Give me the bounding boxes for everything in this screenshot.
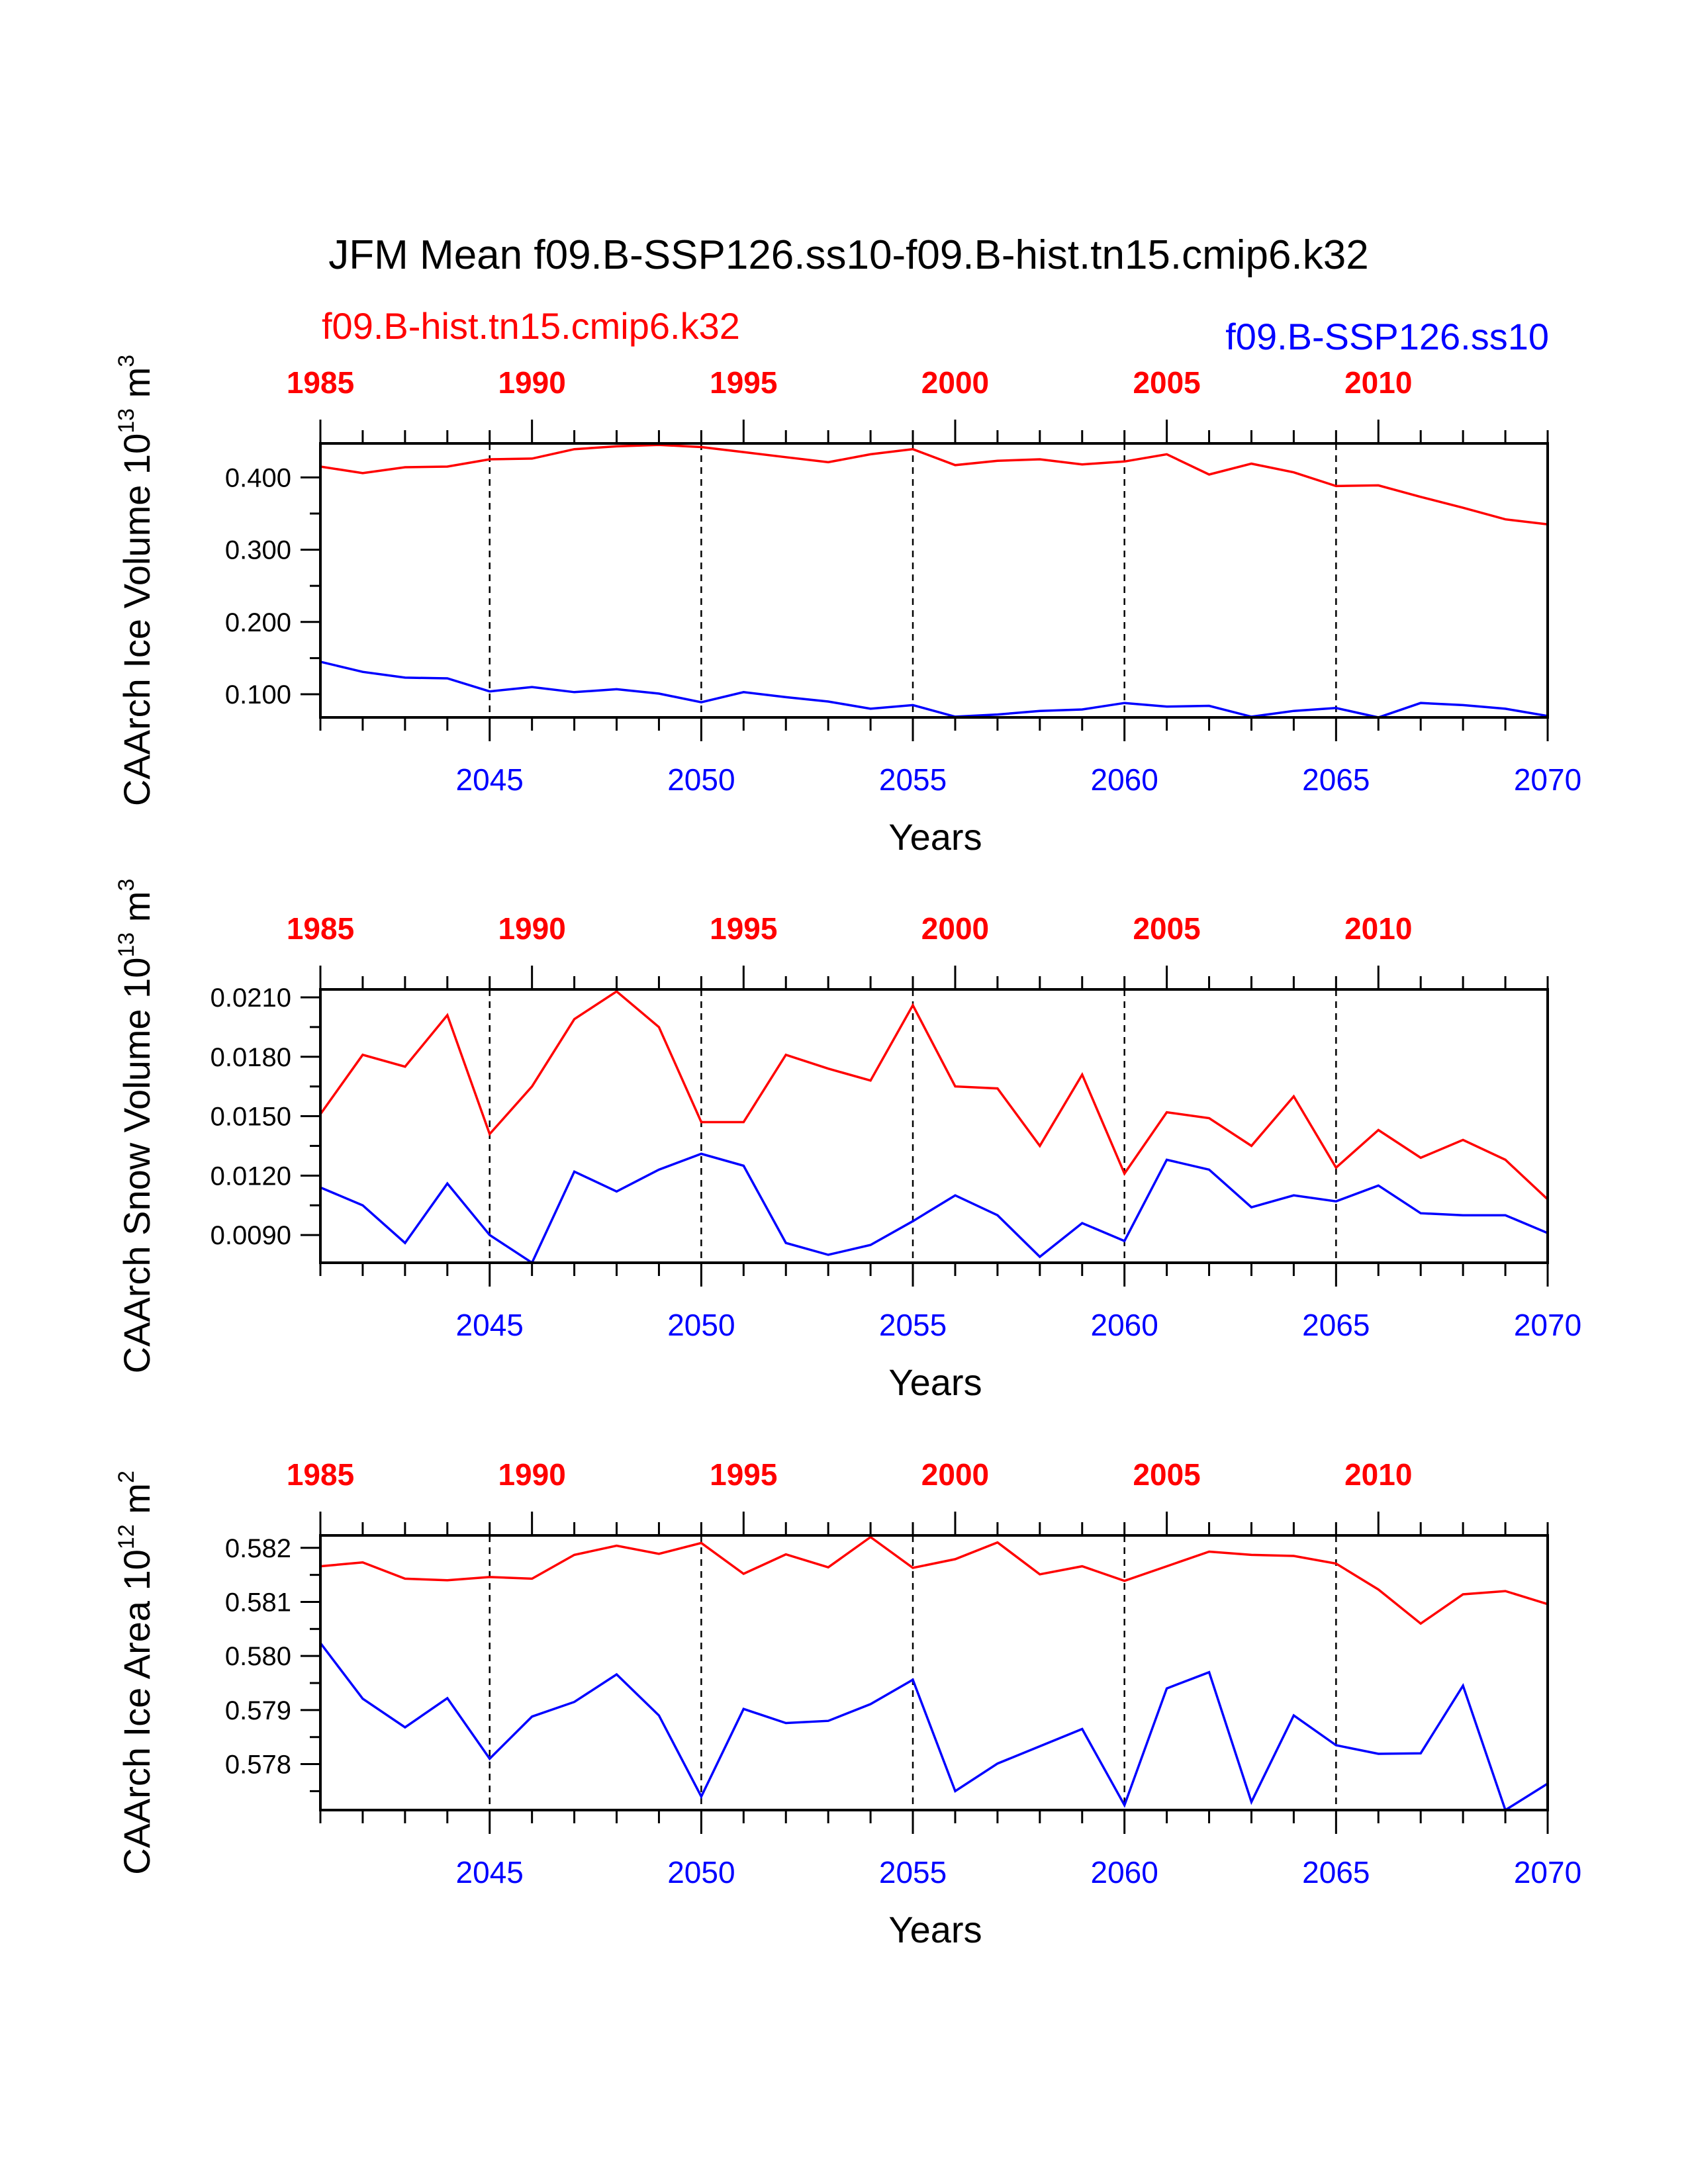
y-axis-title-base: CAArch Snow Volume 10 — [116, 958, 158, 1374]
y-tick-label: 0.582 — [225, 1534, 291, 1563]
x-bottom-tick-label: 2060 — [1091, 1855, 1158, 1889]
x-bottom-tick-label: 2045 — [456, 1308, 524, 1342]
x-top-tick-label: 2005 — [1133, 911, 1200, 946]
x-top-tick-label: 1995 — [710, 911, 777, 946]
y-axis-title-exponent: 12 — [114, 1524, 139, 1549]
x-top-tick-label: 1990 — [498, 365, 565, 400]
y-axis-title-base: CAArch Ice Area 10 — [116, 1549, 158, 1875]
plot-frame — [319, 988, 1549, 1264]
x-top-tick-label: 2010 — [1344, 911, 1412, 946]
x-top-tick-label: 1985 — [287, 1457, 354, 1492]
x-top-tick-label: 1990 — [498, 911, 565, 946]
series-line-hist — [319, 989, 1549, 1201]
x-bottom-tick-label: 2050 — [667, 762, 735, 797]
y-tick-label: 0.0090 — [211, 1221, 291, 1250]
y-axis-title: CAArch Snow Volume 1013 m3 — [114, 879, 158, 1374]
y-axis-title: CAArch Ice Volume 1013 m3 — [114, 355, 158, 806]
series-line-ssp126 — [320, 660, 1548, 719]
y-axis-title-unit: m — [116, 367, 158, 408]
x-top-tick-label: 2010 — [1344, 1457, 1412, 1492]
x-bottom-tick-label: 2065 — [1302, 1855, 1370, 1889]
y-tick-label: 0.581 — [225, 1588, 291, 1617]
x-axis-title: Years — [888, 816, 982, 858]
x-top-tick-label: 2000 — [921, 911, 989, 946]
x-bottom-tick-label: 2065 — [1302, 1308, 1370, 1342]
series-line-hist — [320, 443, 1548, 526]
x-axis-title: Years — [888, 1909, 982, 1950]
x-top-tick-label: 2010 — [1344, 365, 1412, 400]
x-bottom-tick-label: 2055 — [879, 1308, 947, 1342]
series-line-ssp126 — [320, 1152, 1548, 1265]
legend-red-series: f09.B-hist.tn15.cmip6.k32 — [322, 305, 740, 347]
x-bottom-tick-label: 2065 — [1302, 762, 1370, 797]
y-axis-title-unit-exponent: 3 — [114, 355, 139, 367]
x-bottom-tick-label: 2060 — [1091, 1308, 1158, 1342]
y-axis-title-exponent: 13 — [114, 408, 139, 433]
x-top-tick-label: 1990 — [498, 1457, 565, 1492]
series-line-hist — [320, 1535, 1548, 1625]
x-bottom-tick-label: 2055 — [879, 1855, 947, 1889]
panel-ice-area: 2045 2050 2055 2060 2065 2070 1985 1990 1995 2000… — [114, 1457, 1581, 1950]
x-top-tick-label: 2000 — [921, 365, 989, 400]
y-axis-title-exponent: 13 — [114, 933, 139, 958]
x-bottom-tick-label: 2045 — [456, 762, 524, 797]
y-tick-label: 0.580 — [225, 1642, 291, 1671]
y-tick-label: 0.0150 — [211, 1103, 291, 1132]
y-tick-label: 0.200 — [225, 608, 291, 637]
y-axis-title-base: CAArch Ice Volume 10 — [116, 433, 158, 806]
y-tick-label: 0.100 — [225, 680, 291, 709]
x-bottom-tick-label: 2055 — [879, 762, 947, 797]
x-bottom-tick-label: 2070 — [1514, 762, 1581, 797]
y-axis-title: CAArch Ice Area 1012 m2 — [114, 1471, 158, 1875]
x-axis-title: Years — [888, 1361, 982, 1403]
plot-frame — [319, 442, 1549, 719]
y-tick-label: 0.0180 — [211, 1043, 291, 1072]
x-top-tick-label: 2000 — [921, 1457, 989, 1492]
x-top-tick-label: 1985 — [287, 911, 354, 946]
x-bottom-tick-label: 2070 — [1514, 1308, 1581, 1342]
x-bottom-tick-label: 2060 — [1091, 762, 1158, 797]
plot-frame — [319, 1534, 1549, 1811]
y-tick-label: 0.578 — [225, 1751, 291, 1780]
x-top-tick-label: 1995 — [710, 365, 777, 400]
x-top-tick-label: 1995 — [710, 1457, 777, 1492]
y-axis-title-unit: m — [116, 1483, 158, 1524]
x-top-tick-label: 2005 — [1133, 1457, 1200, 1492]
x-bottom-tick-label: 2070 — [1514, 1855, 1581, 1889]
panel-ice-volume: 2045 2050 2055 2060 2065 2070 1985 1990 1995 2000… — [114, 355, 1581, 858]
y-axis-title-unit: m — [116, 891, 158, 933]
y-tick-label: 0.0120 — [211, 1161, 291, 1191]
x-bottom-tick-label: 2050 — [667, 1308, 735, 1342]
y-tick-label: 0.579 — [225, 1696, 291, 1725]
y-tick-label: 0.0210 — [211, 983, 291, 1013]
x-top-tick-label: 1985 — [287, 365, 354, 400]
x-bottom-tick-label: 2050 — [667, 1855, 735, 1889]
x-bottom-tick-label: 2045 — [456, 1855, 524, 1889]
x-top-tick-label: 2005 — [1133, 365, 1200, 400]
series-line-ssp126 — [319, 1642, 1548, 1812]
legend-blue-series: f09.B-SSP126.ss10 — [1225, 316, 1549, 357]
y-tick-label: 0.300 — [225, 536, 291, 565]
y-axis-title-unit-exponent: 3 — [114, 879, 139, 891]
chart-title: JFM Mean f09.B-SSP126.ss10-f09.B-hist.tn… — [328, 232, 1368, 278]
y-tick-label: 0.400 — [225, 463, 291, 492]
panel-snow-volume: 2045 2050 2055 2060 2065 2070 1985 1990 1995 2000… — [114, 879, 1581, 1403]
y-axis-title-unit-exponent: 2 — [114, 1471, 139, 1483]
